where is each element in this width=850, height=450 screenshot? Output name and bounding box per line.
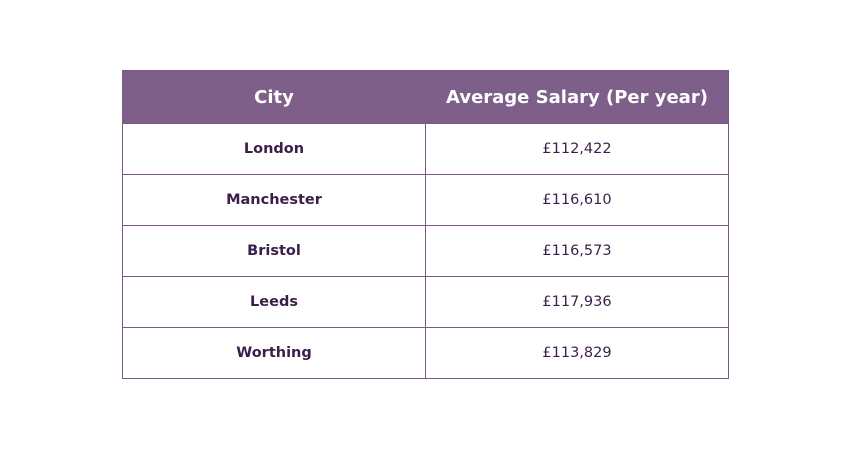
- salary-cell: £113,829: [425, 327, 729, 379]
- city-cell: Worthing: [122, 327, 426, 379]
- header-city: City: [122, 70, 426, 124]
- table-body: London £112,422 Manchester £116,610 Bris…: [122, 123, 729, 379]
- salary-cell: £112,422: [425, 123, 729, 175]
- header-average-salary: Average Salary (Per year): [425, 70, 729, 124]
- table-header: City Average Salary (Per year): [122, 70, 729, 124]
- header-row: City Average Salary (Per year): [122, 70, 729, 124]
- city-cell: Manchester: [122, 174, 426, 226]
- salary-cell: £116,610: [425, 174, 729, 226]
- table-row: London £112,422: [122, 123, 729, 175]
- salary-cell: £116,573: [425, 225, 729, 277]
- table-row: Leeds £117,936: [122, 276, 729, 328]
- city-cell: Bristol: [122, 225, 426, 277]
- salary-table: City Average Salary (Per year) London £1…: [122, 70, 729, 379]
- table-row: Bristol £116,573: [122, 225, 729, 277]
- table-row: Manchester £116,610: [122, 174, 729, 226]
- salary-cell: £117,936: [425, 276, 729, 328]
- city-cell: London: [122, 123, 426, 175]
- city-cell: Leeds: [122, 276, 426, 328]
- table-row: Worthing £113,829: [122, 327, 729, 379]
